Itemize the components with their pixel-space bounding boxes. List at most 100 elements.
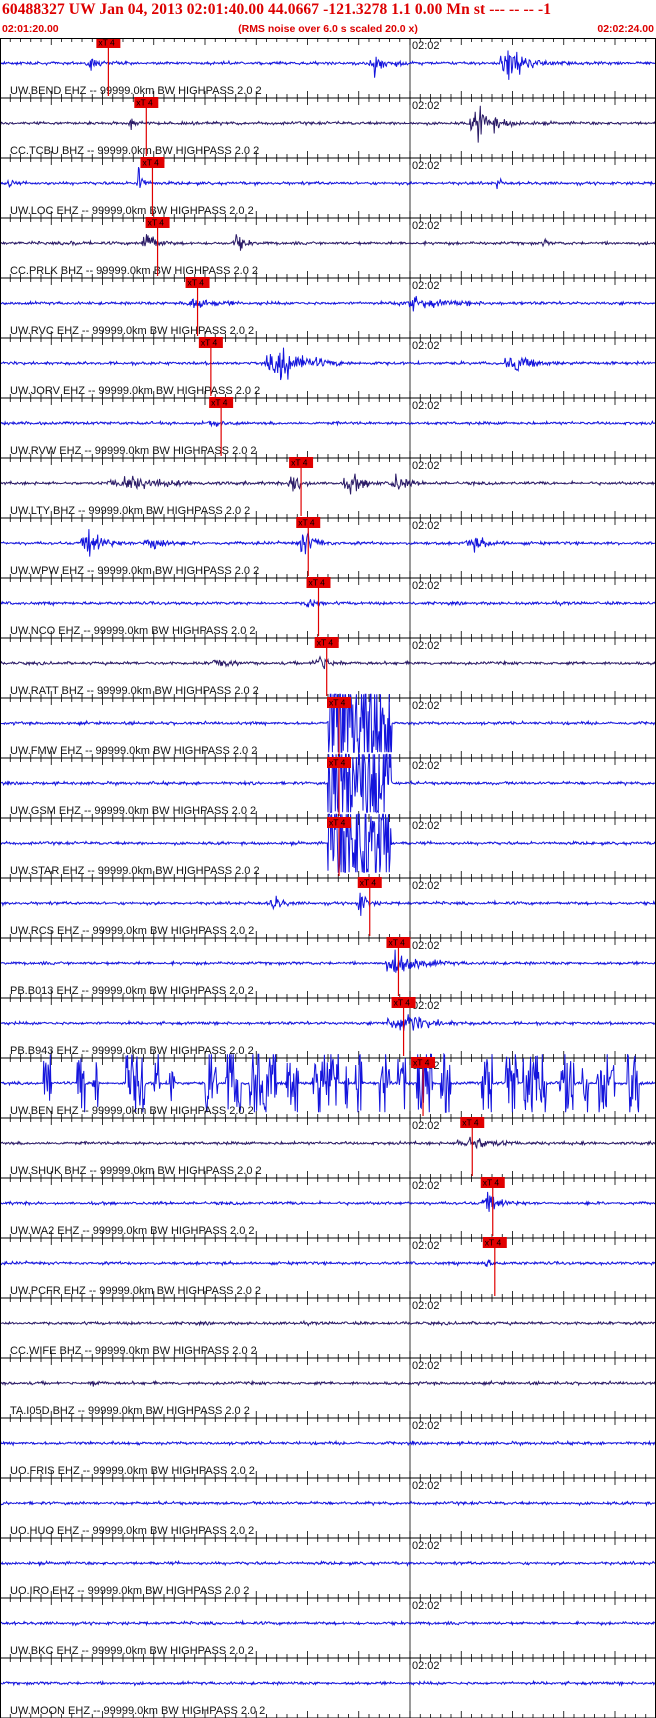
seismogram-plot: 02:02 UW.BEND EHZ -- 99999.0km BW HIGHPAS… — [0, 38, 656, 1718]
minute-label: 02:02 — [412, 940, 440, 952]
station-label: UW.RVW EHZ -- 99999.0km BW HIGHPASS 2.0 … — [10, 445, 257, 457]
waveform — [0, 529, 656, 557]
pick-box — [198, 337, 223, 348]
pick-marker: xT 4 — [185, 277, 210, 336]
pick-label: xT 4 — [142, 158, 159, 168]
station-label: CC.TCBU BHZ -- 99999.0km BW HIGHPASS 2.0… — [10, 145, 259, 157]
trace-row: 02:02 PB.B013 EHZ -- 99999.0km BW HIGHPAS… — [0, 937, 656, 999]
pick-box — [460, 1117, 485, 1128]
minute-label: 02:02 — [412, 1420, 440, 1432]
minute-label: 02:02 — [412, 100, 440, 112]
trace-row: 02:02 UW.BKC EHZ -- 99999.0km BW HIGHPASS… — [0, 1598, 656, 1659]
station-label: PB.B943 EHZ -- 99999.0km BW HIGHPASS 2.0… — [10, 1045, 254, 1057]
trace-row: 02:02 UW.GSM EHZ -- 99999.0km BW HIGHPASS… — [0, 753, 656, 819]
time-ticks — [9, 1598, 647, 1658]
station-label: UW.GSM EHZ -- 99999.0km BW HIGHPASS 2.0 … — [10, 805, 256, 817]
pick-box — [96, 38, 121, 48]
pick-marker: xT 4 — [327, 757, 351, 816]
trace-row: 02:02 UW.WA2 EHZ -- 99999.0km BW HIGHPASS… — [0, 1177, 656, 1239]
minute-label: 02:02 — [412, 340, 440, 352]
station-label: UW.RCS EHZ -- 99999.0km BW HIGHPASS 2.0 … — [10, 925, 254, 937]
station-label: UW.BEN EHZ -- 99999.0km BW HIGHPASS 2.0 … — [10, 1105, 254, 1117]
waveform — [0, 50, 656, 80]
waveform — [0, 753, 656, 814]
pick-label: xT 4 — [413, 1058, 430, 1068]
trace-row: 02:02 UW.RVW EHZ -- 99999.0km BW HIGHPASS… — [0, 397, 656, 459]
trace-row: 02:02 UW.NCO EHZ -- 99999.0km BW HIGHPASS… — [0, 577, 656, 639]
time-ticks — [9, 1658, 647, 1718]
station-label: UW.LOC EHZ -- 99999.0km BW HIGHPASS 2.0 … — [10, 205, 254, 217]
station-label: TA.I05D BHZ -- 99999.0km BW HIGHPASS 2.0… — [10, 1405, 250, 1417]
waveform — [0, 1619, 656, 1627]
pick-marker: xT 4 — [198, 337, 223, 396]
trace-row: 02:02 UW.BEND EHZ -- 99999.0km BW HIGHPAS… — [0, 38, 656, 99]
station-label: UW.WA2 EHZ -- 99999.0km BW HIGHPASS 2.0 … — [10, 1225, 255, 1237]
pick-box — [327, 817, 351, 828]
pick-marker: xT 4 — [306, 577, 331, 636]
minute-label: 02:02 — [412, 1000, 440, 1012]
time-ticks — [9, 98, 647, 158]
time-ticks — [9, 338, 647, 398]
waveform — [0, 1559, 656, 1568]
pick-label: xT 4 — [201, 338, 218, 348]
minute-label: 02:02 — [412, 820, 440, 832]
pick-marker: xT 4 — [386, 937, 411, 996]
minute-label: 02:02 — [412, 40, 440, 52]
waveform — [0, 1439, 656, 1447]
trace-row: 02:02 TA.I05D BHZ -- 99999.0km BW HIGHPAS… — [0, 1358, 656, 1419]
station-label: UW.NCO EHZ -- 99999.0km BW HIGHPASS 2.0 … — [10, 625, 256, 637]
pick-box — [314, 637, 339, 648]
end-time-label: 02:02:24.00 — [597, 23, 654, 35]
pick-marker: xT 4 — [357, 877, 382, 936]
pick-box — [391, 997, 416, 1008]
station-label: UW.MOON EHZ -- 99999.0km BW HIGHPASS 2.0… — [10, 1705, 265, 1717]
trace-row: 02:02 PB.B943 EHZ -- 99999.0km BW HIGHPAS… — [0, 997, 656, 1059]
minute-label: 02:02 — [412, 760, 440, 772]
waveform — [0, 655, 656, 670]
time-ticks — [9, 1478, 647, 1538]
pick-label: xT 4 — [148, 218, 165, 228]
time-ticks — [9, 938, 647, 998]
pick-marker: xT 4 — [96, 38, 121, 96]
station-label: CC.WIFE BHZ -- 99999.0km BW HIGHPASS 2.0… — [10, 1345, 257, 1357]
waveform — [0, 419, 656, 428]
pick-label: xT 4 — [329, 758, 346, 768]
pick-marker: xT 4 — [140, 157, 165, 216]
pick-marker: xT 4 — [411, 1057, 436, 1116]
waveform — [0, 295, 656, 312]
waveform — [0, 813, 656, 873]
trace-row: 02:02 UW.RCS EHZ -- 99999.0km BW HIGHPASS… — [0, 877, 656, 939]
time-ticks — [9, 1418, 647, 1478]
pick-marker: xT 4 — [460, 1117, 485, 1176]
waveform — [0, 1191, 656, 1212]
minute-label: 02:02 — [412, 400, 440, 412]
trace-row: 02:02 CC.TCBU BHZ -- 99999.0km BW HIGHPAS… — [0, 97, 656, 159]
waveform — [0, 1259, 656, 1267]
time-ticks — [9, 578, 647, 638]
waveform — [0, 1319, 656, 1327]
pick-label: xT 4 — [483, 1178, 500, 1188]
pick-label: xT 4 — [394, 998, 411, 1008]
pick-box — [306, 577, 331, 588]
waveform — [0, 598, 656, 608]
trace-row: 02:02 UW.MOON EHZ -- 99999.0km BW HIGHPAS… — [0, 1658, 656, 1718]
pick-label: xT 4 — [360, 878, 377, 888]
pick-box — [357, 877, 382, 888]
pick-marker: xT 4 — [145, 217, 170, 276]
pick-marker: xT 4 — [391, 997, 416, 1056]
pick-box — [134, 97, 159, 108]
minute-label: 02:02 — [412, 1120, 440, 1132]
minute-label: 02:02 — [412, 700, 440, 712]
header: 60488327 UW Jan 04, 2013 02:01:40.00 44.… — [0, 0, 656, 38]
pick-marker: xT 4 — [289, 457, 314, 516]
minute-label: 02:02 — [412, 1600, 440, 1612]
trace-row: 02:02 UW.JORV EHZ -- 99999.0km BW HIGHPAS… — [0, 337, 656, 399]
station-label: UO.IRO EHZ -- 99999.0km BW HIGHPASS 2.0 … — [10, 1585, 249, 1597]
waveform — [0, 234, 656, 251]
trace-row: 02:02 UO.FRIS EHZ -- 99999.0km BW HIGHPAS… — [0, 1418, 656, 1479]
start-time-label: 02:01:20.00 — [2, 23, 59, 35]
waveform — [0, 1136, 656, 1150]
waveform — [0, 892, 656, 916]
minute-label: 02:02 — [412, 1540, 440, 1552]
